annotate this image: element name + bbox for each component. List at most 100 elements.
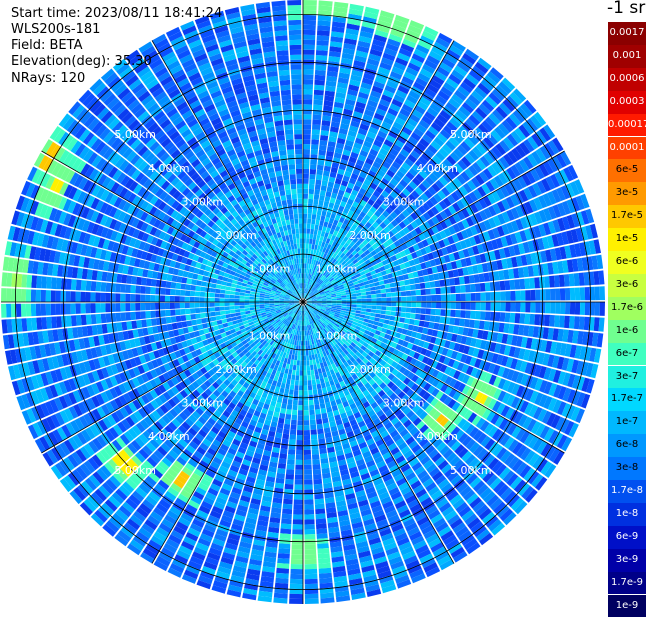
range-gate [287,464,295,470]
range-gate [316,215,321,221]
range-gate [316,513,326,519]
range-gate [544,276,550,288]
range-gate [312,454,320,460]
range-gate [485,312,491,321]
range-gate [284,389,289,395]
range-gate [404,318,410,324]
range-gate [295,350,298,355]
range-gate [280,533,291,539]
range-gate [476,302,481,310]
range-gate [496,302,501,311]
range-gate [316,528,327,534]
range-gate [565,302,570,314]
range-gate [311,244,314,249]
range-gate [425,315,431,321]
range-gate [307,229,311,234]
range-gate [304,410,309,415]
range-gate [318,553,330,559]
range-gate [376,310,381,314]
range-gate [595,302,600,316]
range-gate [361,295,366,298]
range-gate [294,390,299,395]
range-gate [440,287,446,294]
range-gate [455,310,461,318]
range-gate [305,559,317,564]
range-gate [293,509,303,514]
range-gate [305,554,317,559]
range-gate [312,239,316,244]
range-gate [309,400,314,405]
range-gate [296,365,299,370]
range-gate [305,268,307,273]
range-gate [320,216,325,222]
range-gate [291,549,303,554]
range-gate [385,315,391,320]
range-gate [315,65,326,71]
range-gate [316,175,322,181]
range-gate [361,308,366,312]
range-gate [290,359,294,364]
range-gate [505,291,510,301]
range-gate [303,134,311,139]
range-gate [318,368,322,374]
range-gate [306,360,309,365]
range-gate [375,314,381,318]
range-gate [371,309,376,313]
range-gate [431,302,436,308]
range-gate [304,455,311,460]
range-gate [276,573,289,579]
range-gate [303,129,311,134]
range-gate [515,291,520,301]
range-gate [303,99,312,104]
range-gate [306,239,309,244]
range-gate [297,360,300,365]
range-gate [305,599,319,604]
range-gate [300,326,302,331]
range-gate [460,310,466,318]
range-gate [315,499,325,505]
range-gate [299,390,303,395]
range-gate [376,294,381,298]
range-gate [436,302,441,308]
range-gate [466,302,471,310]
range-gate [515,313,521,323]
range-gate [310,425,316,430]
range-gate [304,470,312,475]
range-gate [293,400,298,405]
range-gate [278,463,286,469]
range-gate [299,385,303,390]
range-gate [312,209,317,215]
range-gate [314,85,324,91]
range-gate [431,295,436,301]
range-gate [300,361,303,366]
range-gate [296,370,300,375]
range-gate [510,302,515,312]
range-gate [309,405,314,410]
range-gate [315,409,321,415]
range-gate [419,321,425,327]
range-gate [420,314,426,320]
range-gate [595,287,600,301]
range-gate [486,302,491,311]
range-gate [305,331,307,336]
range-gate [278,548,290,554]
range-gate [439,280,445,287]
range-gate [300,371,303,376]
range-gate [600,286,605,300]
range-gate [303,356,306,361]
range-gate [316,518,327,524]
range-gate [303,55,314,60]
range-gate [471,302,476,310]
range-gate [415,284,421,290]
range-gate [385,288,391,293]
range-gate [303,144,310,149]
range-gate [312,449,319,455]
range-gate [391,302,396,306]
range-gate [372,302,377,305]
range-gate [290,425,296,430]
range-gate [295,480,303,485]
range-gate [303,219,307,224]
range-gate [317,40,329,46]
range-gate [451,294,456,301]
range-gate [312,384,317,390]
